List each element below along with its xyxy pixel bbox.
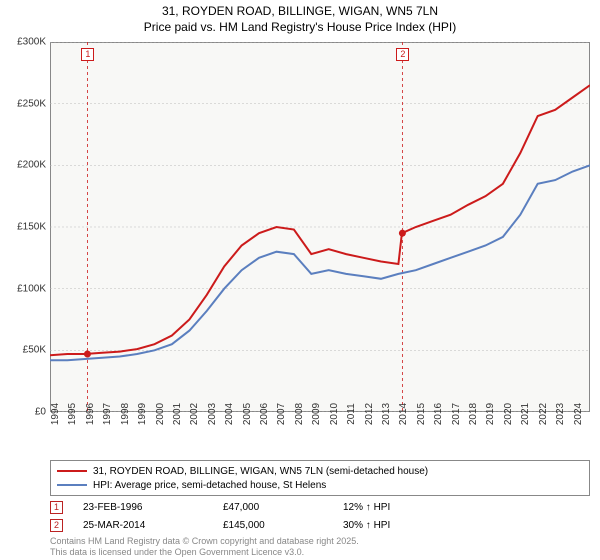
sale-price-1: £145,000 [223, 520, 323, 531]
x-tick-label: 1997 [102, 403, 113, 425]
x-tick-label: 2011 [346, 403, 357, 425]
x-tick-label: 2023 [555, 403, 566, 425]
sale-marker-flag: 2 [396, 48, 409, 61]
x-tick-label: 2008 [294, 403, 305, 425]
legend-label-1: HPI: Average price, semi-detached house,… [93, 480, 326, 491]
x-tick-label: 2017 [451, 403, 462, 425]
x-tick-label: 2018 [468, 403, 479, 425]
legend-label-0: 31, ROYDEN ROAD, BILLINGE, WIGAN, WN5 7L… [93, 466, 428, 477]
x-tick-label: 2002 [189, 403, 200, 425]
sale-hpi-0: 12% ↑ HPI [343, 502, 390, 513]
x-tick-label: 2010 [329, 403, 340, 425]
x-tick-label: 2004 [224, 403, 235, 425]
x-tick-label: 2016 [433, 403, 444, 425]
x-tick-label: 2020 [503, 403, 514, 425]
x-tick-label: 2000 [155, 403, 166, 425]
title-line2: Price paid vs. HM Land Registry's House … [0, 20, 600, 36]
x-tick-label: 2013 [381, 403, 392, 425]
x-tick-label: 2009 [311, 403, 322, 425]
sale-date-1: 25-MAR-2014 [83, 520, 203, 531]
y-tick-label: £300K [17, 37, 46, 48]
x-tick-label: 1998 [120, 403, 131, 425]
sale-marker-0: 1 [50, 501, 63, 514]
sale-marker-1: 2 [50, 519, 63, 532]
title-block: 31, ROYDEN ROAD, BILLINGE, WIGAN, WN5 7L… [0, 0, 600, 35]
x-tick-label: 1999 [137, 403, 148, 425]
x-tick-label: 2015 [416, 403, 427, 425]
sale-marker-flag: 1 [81, 48, 94, 61]
y-tick-label: £250K [17, 98, 46, 109]
x-tick-label: 2019 [485, 403, 496, 425]
x-tick-label: 2014 [398, 403, 409, 425]
y-tick-label: £50K [23, 345, 46, 356]
legend-row-1: HPI: Average price, semi-detached house,… [57, 478, 583, 492]
legend-box: 31, ROYDEN ROAD, BILLINGE, WIGAN, WN5 7L… [50, 460, 590, 496]
footer-line2: This data is licensed under the Open Gov… [50, 547, 359, 558]
footer: Contains HM Land Registry data © Crown c… [50, 536, 359, 558]
legend-swatch-1 [57, 484, 87, 486]
sale-rows: 1 23-FEB-1996 £47,000 12% ↑ HPI 2 25-MAR… [50, 498, 590, 534]
chart-container: 31, ROYDEN ROAD, BILLINGE, WIGAN, WN5 7L… [0, 0, 600, 560]
y-tick-label: £200K [17, 160, 46, 171]
y-tick-label: £100K [17, 283, 46, 294]
x-tick-label: 2021 [520, 403, 531, 425]
chart-svg [50, 42, 590, 412]
chart-area: £0£50K£100K£150K£200K£250K£300K 19941995… [50, 42, 590, 412]
x-tick-label: 1994 [50, 403, 61, 425]
legend-row-0: 31, ROYDEN ROAD, BILLINGE, WIGAN, WN5 7L… [57, 464, 583, 478]
x-tick-label: 1996 [85, 403, 96, 425]
footer-line1: Contains HM Land Registry data © Crown c… [50, 536, 359, 547]
x-tick-label: 2006 [259, 403, 270, 425]
y-tick-label: £150K [17, 222, 46, 233]
y-tick-label: £0 [35, 407, 46, 418]
x-tick-label: 1995 [67, 403, 78, 425]
x-tick-label: 2022 [538, 403, 549, 425]
x-tick-label: 2001 [172, 403, 183, 425]
sale-row-0: 1 23-FEB-1996 £47,000 12% ↑ HPI [50, 498, 590, 516]
sale-date-0: 23-FEB-1996 [83, 502, 203, 513]
x-tick-label: 2024 [573, 403, 584, 425]
x-tick-label: 2012 [364, 403, 375, 425]
legend-swatch-0 [57, 470, 87, 472]
x-tick-label: 2003 [207, 403, 218, 425]
sale-row-1: 2 25-MAR-2014 £145,000 30% ↑ HPI [50, 516, 590, 534]
sale-hpi-1: 30% ↑ HPI [343, 520, 390, 531]
title-line1: 31, ROYDEN ROAD, BILLINGE, WIGAN, WN5 7L… [0, 4, 600, 20]
sale-price-0: £47,000 [223, 502, 323, 513]
x-tick-label: 2007 [276, 403, 287, 425]
x-tick-label: 2005 [242, 403, 253, 425]
